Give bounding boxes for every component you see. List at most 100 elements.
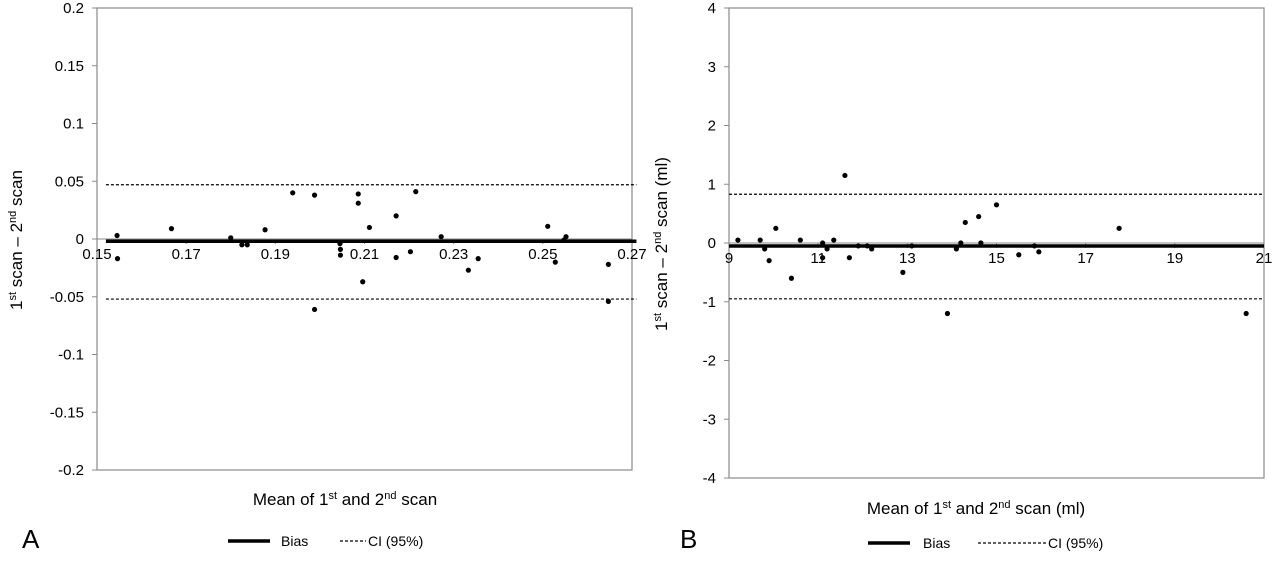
data-point	[355, 191, 361, 197]
panel-label: A	[22, 524, 40, 554]
data-point	[864, 243, 870, 249]
y-tick-label: 0.1	[63, 116, 84, 133]
x-axis-title: Mean of 1st and 2nd scan	[253, 490, 437, 509]
y-tick-label: 0	[708, 235, 716, 252]
data-point	[953, 246, 959, 252]
data-point	[900, 269, 906, 275]
data-point	[311, 306, 318, 313]
data-point	[438, 234, 444, 240]
data-point	[855, 243, 861, 249]
data-point	[820, 240, 826, 246]
y-tick-label: -3	[703, 411, 716, 428]
data-point	[993, 202, 1000, 208]
y-tick-label: 4	[708, 0, 716, 17]
data-point	[552, 259, 558, 265]
data-point	[1031, 243, 1037, 249]
data-point	[393, 254, 399, 261]
data-point	[944, 310, 951, 317]
x-tick-label: 11	[810, 250, 826, 267]
y-tick-label: -0.15	[50, 404, 84, 421]
data-point	[360, 279, 366, 285]
data-point	[735, 237, 741, 243]
y-tick-label: 3	[708, 59, 716, 76]
data-point	[842, 172, 848, 179]
data-point	[1016, 252, 1022, 258]
data-point	[290, 190, 296, 196]
data-point	[605, 298, 611, 304]
data-point	[846, 255, 852, 261]
data-point	[869, 246, 875, 252]
legend-bias-label: Bias	[281, 533, 308, 549]
data-point	[114, 232, 120, 239]
data-point	[1243, 310, 1249, 317]
x-tick-label: 0.27	[617, 246, 646, 263]
data-point	[355, 200, 361, 206]
x-axis-title: Mean of 1st and 2nd scan (ml)	[867, 499, 1085, 518]
legend-ci-label: CI (95%)	[368, 533, 423, 549]
x-tick-label: 0.15	[82, 246, 111, 263]
x-tick-label: 0.23	[439, 246, 468, 263]
data-point	[465, 267, 471, 273]
y-tick-label: 0.2	[63, 0, 84, 17]
data-point	[563, 234, 569, 240]
legend-ci-label: CI (95%)	[1048, 535, 1103, 551]
chart-panel-b: -4 -3 -2 -1 0 1 2 3 4 9 11 13 15 17 19 21 Mean of 1st an…	[652, 0, 1272, 554]
data-point	[114, 256, 121, 262]
data-point	[820, 255, 826, 261]
data-point	[766, 258, 772, 264]
y-tick-label: 0.05	[55, 173, 84, 190]
x-tick-label: 9	[725, 250, 733, 267]
data-point	[228, 235, 234, 241]
data-point	[366, 224, 373, 231]
x-tick-label: 0.17	[172, 246, 201, 263]
data-point	[244, 242, 250, 248]
data-point	[788, 275, 795, 281]
x-tick-label: 0.19	[261, 246, 290, 263]
y-tick-label: 2	[708, 118, 716, 135]
data-point	[545, 223, 551, 229]
data-point	[824, 246, 830, 252]
data-point	[1116, 225, 1122, 231]
panel-label: B	[680, 524, 697, 554]
data-point	[475, 256, 481, 262]
data-point	[413, 189, 419, 195]
data-point	[958, 240, 964, 246]
data-point	[797, 237, 803, 243]
data-point	[337, 241, 343, 247]
y-tick-label: -0.2	[58, 462, 84, 479]
data-point	[762, 246, 768, 252]
x-tick-label: 15	[988, 250, 1005, 267]
y-tick-label: -0.1	[58, 347, 84, 364]
y-tick-label: -1	[703, 294, 716, 311]
x-tick-label: 19	[1166, 250, 1183, 267]
data-point	[239, 242, 245, 248]
y-tick-label: -0.05	[50, 289, 84, 306]
data-point	[168, 226, 175, 232]
data-point	[407, 249, 414, 255]
data-point	[262, 227, 268, 233]
data-point	[962, 219, 968, 226]
data-point	[757, 237, 763, 243]
data-point	[393, 213, 399, 219]
y-tick-label: 1	[708, 176, 716, 193]
y-tick-label: -2	[703, 353, 716, 370]
data-point	[909, 243, 915, 249]
data-point	[337, 246, 344, 252]
x-tick-label: 21	[1256, 250, 1273, 267]
y-tick-label: -4	[703, 470, 716, 487]
data-point	[337, 252, 344, 258]
chart-panel-a: -0.2 -0.15 -0.1 -0.05 0 0.05 0.1 0.15 0.2 0.15 0.1…	[7, 0, 647, 554]
data-point	[831, 237, 837, 243]
y-axis-title: 1st scan – 2nd scan (ml)	[652, 157, 671, 331]
y-tick-label: 0.15	[55, 58, 84, 75]
y-tick-label: 0	[76, 231, 84, 248]
y-axis-title: 1st scan – 2nd scan	[7, 170, 26, 310]
data-point	[605, 261, 611, 268]
data-point	[978, 240, 984, 246]
x-tick-label: 0.21	[350, 246, 379, 263]
x-tick-label: 17	[1077, 250, 1094, 267]
x-tick-label: 0.25	[528, 246, 557, 263]
data-point	[976, 213, 982, 220]
x-tick-label: 13	[899, 250, 916, 267]
